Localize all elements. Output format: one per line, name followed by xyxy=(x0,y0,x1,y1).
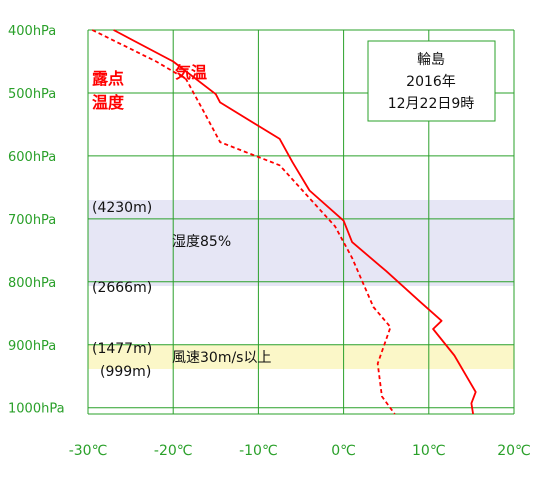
y-tick-label: 600hPa xyxy=(8,150,56,165)
y-tick-label: 900hPa xyxy=(8,339,56,354)
info-location: 輪島 xyxy=(417,51,445,68)
x-axis-labels: -30℃ -20℃ -10℃ 0℃ 10℃ 20℃ xyxy=(69,443,531,459)
info-box xyxy=(367,40,496,122)
wind-speed-band xyxy=(88,345,514,369)
x-tick-label: 0℃ xyxy=(331,443,356,459)
y-tick-label: 400hPa xyxy=(8,24,56,39)
series-label-dewpoint-2: 温度 xyxy=(91,93,125,112)
band-label-humidity: 湿度85% xyxy=(172,234,231,250)
y-tick-label: 1000hPa xyxy=(8,402,65,417)
band-top-label-wind: (1477m) xyxy=(92,341,152,357)
info-date: 12月22日9時 xyxy=(388,96,475,112)
band-bottom-label-wind: (999m) xyxy=(100,364,151,380)
band-top-label-humidity: (4230m) xyxy=(92,200,152,216)
x-tick-label: -10℃ xyxy=(239,443,278,459)
x-tick-label: 20℃ xyxy=(497,443,531,459)
humidity-band xyxy=(88,200,514,286)
band-label-wind: 風速30m/s以上 xyxy=(172,350,271,366)
x-tick-label: -20℃ xyxy=(154,443,193,459)
y-tick-label: 500hPa xyxy=(8,87,56,102)
chart-series xyxy=(91,29,477,415)
y-tick-label: 800hPa xyxy=(8,276,56,291)
y-tick-label: 700hPa xyxy=(8,213,56,228)
dewpoint-line xyxy=(91,29,396,415)
x-tick-label: 10℃ xyxy=(412,443,446,459)
series-label-dewpoint-1: 露点 xyxy=(92,69,124,88)
temperature-line xyxy=(113,29,477,415)
series-label-temperature: 気温 xyxy=(175,63,207,82)
y-axis-labels: 400hPa 500hPa 600hPa 700hPa 800hPa 900hPa 1000… xyxy=(8,24,65,417)
x-tick-label: -30℃ xyxy=(69,443,108,459)
info-year: 2016年 xyxy=(406,74,456,90)
band-bottom-label-humidity: (2666m) xyxy=(92,280,152,296)
